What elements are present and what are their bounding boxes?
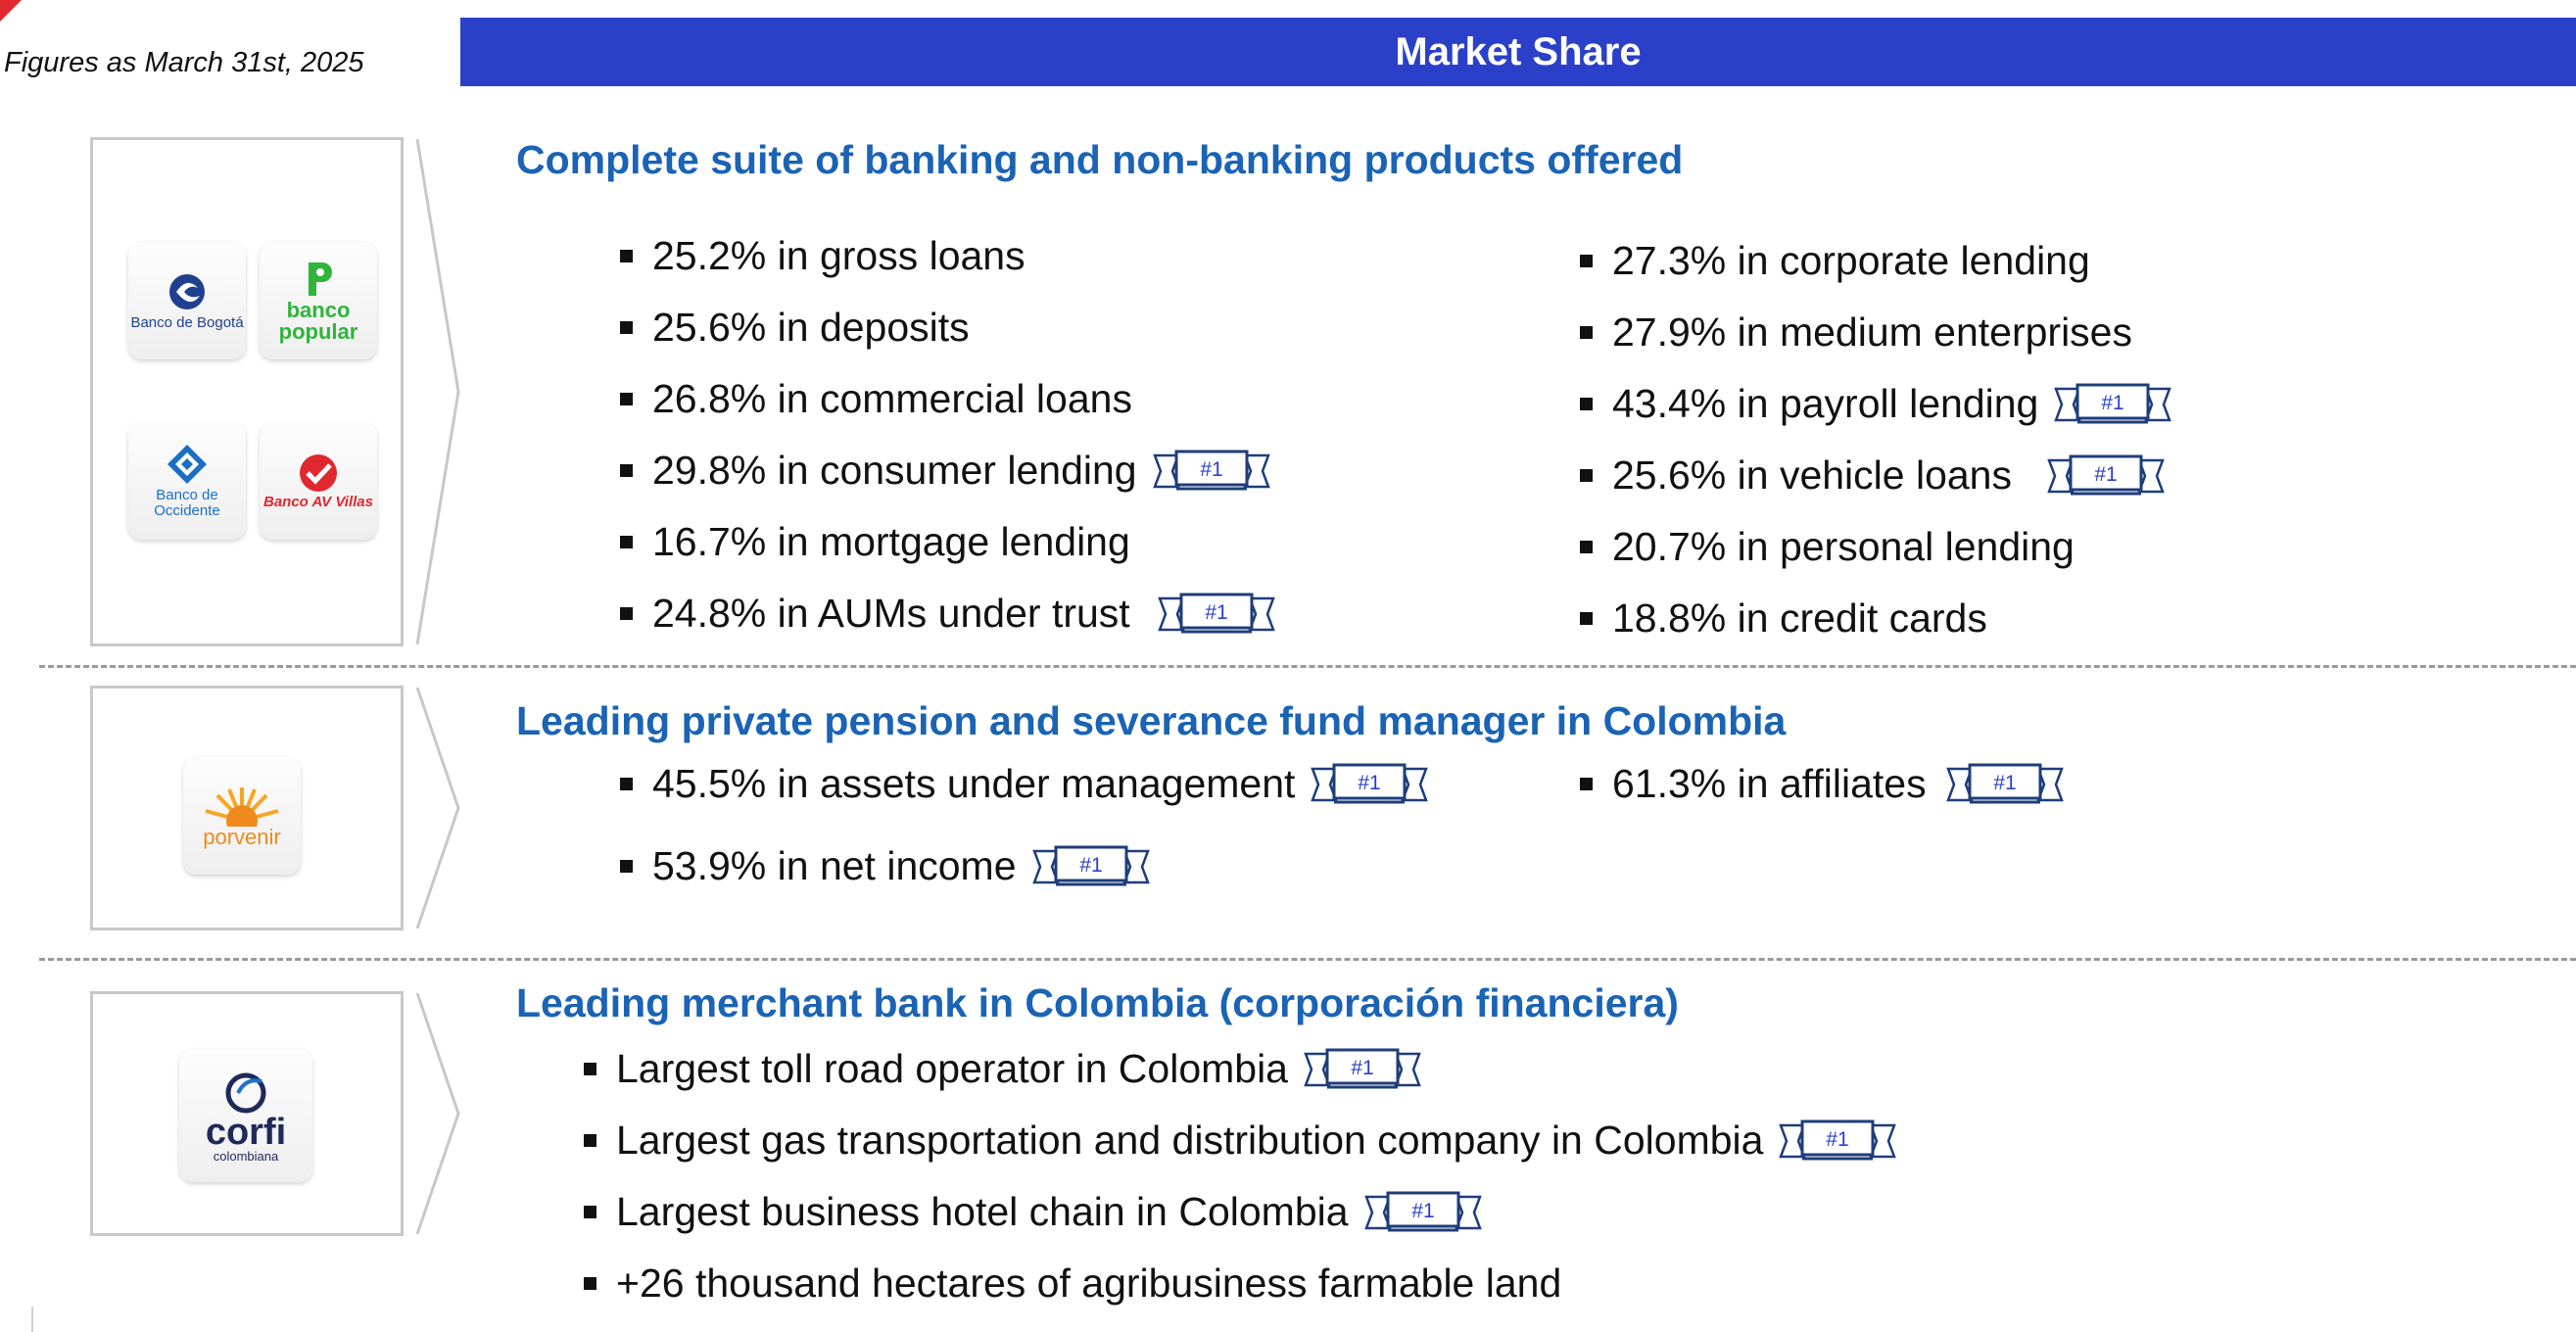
svg-text:#1: #1	[1359, 772, 1381, 794]
section1-heading: Complete suite of banking and non-bankin…	[516, 137, 1684, 182]
bullet-icon	[620, 393, 633, 405]
corner-accent	[0, 0, 22, 22]
section1-chevron	[415, 138, 460, 645]
rank-badge-icon: #1	[1946, 763, 2064, 803]
bullet-icon	[584, 1134, 596, 1147]
svg-text:#1: #1	[1351, 1057, 1373, 1079]
bullet-icon	[620, 860, 633, 873]
porvenir-logo: porvenir	[183, 757, 301, 875]
market-share-banner: Market Share	[460, 18, 2576, 86]
bullet-icon	[584, 1063, 596, 1075]
svg-text:#1: #1	[2102, 392, 2124, 414]
svg-text:#1: #1	[1079, 854, 1102, 877]
list-item: Largest business hotel chain in Colombia…	[584, 1189, 1482, 1235]
section-divider	[39, 665, 2576, 668]
list-item: 25.6% in vehicle loans #1	[1580, 452, 2165, 499]
bullet-icon	[1580, 469, 1593, 482]
bogota-emblem-icon	[169, 274, 205, 309]
svg-text:#1: #1	[1411, 1200, 1434, 1222]
svg-text:#1: #1	[1205, 601, 1227, 624]
section3-chevron	[415, 992, 460, 1235]
occidente-emblem-icon	[167, 445, 207, 484]
list-item: 24.8% in AUMs under trust #1	[620, 591, 1275, 637]
list-item: 27.3% in corporate lending	[1580, 238, 2090, 284]
bullet-icon	[1580, 326, 1593, 339]
svg-text:#1: #1	[1827, 1128, 1849, 1151]
footer-mark	[31, 1307, 33, 1332]
bullet-icon	[620, 607, 633, 620]
rank-badge-icon: #1	[1311, 763, 1428, 803]
corficolombiana-logo: corfi colombiana	[179, 1049, 312, 1182]
rank-badge-icon: #1	[1158, 593, 1275, 633]
bullet-icon	[1580, 255, 1593, 267]
bullet-icon	[1580, 541, 1593, 553]
section2-chevron	[415, 687, 460, 929]
list-item: 45.5% in assets under management #1	[620, 761, 1428, 807]
popular-emblem-icon	[309, 262, 332, 296]
banks-logo-box: Banco de Bogotá banco popular Banco de O…	[90, 137, 404, 646]
svg-text:#1: #1	[1200, 458, 1222, 481]
svg-text:#1: #1	[2094, 463, 2117, 486]
rank-badge-icon: #1	[1032, 845, 1150, 885]
list-item: 53.9% in net income #1	[620, 843, 1150, 889]
section2-heading: Leading private pension and severance fu…	[516, 698, 1787, 743]
figures-note: Figures as March 31st, 2025	[4, 47, 364, 78]
banco-av-villas-logo: Banco AV Villas	[260, 422, 377, 540]
list-item: 25.2% in gross loans	[620, 233, 1026, 279]
porvenir-logo-box: porvenir	[90, 686, 404, 930]
list-item: 16.7% in mortgage lending	[620, 519, 1130, 565]
list-item: Largest gas transportation and distribut…	[584, 1118, 1896, 1164]
corficolombiana-logo-box: corfi colombiana	[90, 991, 404, 1236]
avvillas-emblem-icon	[300, 454, 337, 492]
list-item: 25.6% in deposits	[620, 305, 970, 351]
banner-title: Market Share	[1395, 29, 1642, 73]
list-item: 27.9% in medium enterprises	[1580, 309, 2132, 356]
section-divider	[39, 958, 2576, 961]
list-item: Largest toll road operator in Colombia #…	[584, 1046, 1421, 1092]
rank-badge-icon: #1	[1153, 450, 1270, 490]
bullet-icon	[1580, 398, 1593, 410]
bullet-icon	[584, 1277, 596, 1290]
rank-badge-icon: #1	[2047, 454, 2165, 495]
list-item: +26 thousand hectares of agribusiness fa…	[584, 1261, 1561, 1307]
bullet-icon	[620, 250, 633, 262]
bullet-icon	[620, 321, 633, 334]
bullet-icon	[620, 536, 633, 548]
bullet-icon	[620, 464, 633, 477]
banco-de-bogota-logo: Banco de Bogotá	[128, 242, 246, 359]
banco-popular-logo: banco popular	[260, 242, 377, 359]
list-item: 26.8% in commercial loans	[620, 376, 1132, 422]
bullet-icon	[620, 778, 633, 790]
list-item: 20.7% in personal lending	[1580, 524, 2075, 570]
list-item: 18.8% in credit cards	[1580, 595, 1987, 642]
rank-badge-icon: #1	[1364, 1191, 1482, 1231]
list-item: 29.8% in consumer lending #1	[620, 448, 1270, 494]
bullet-icon	[584, 1206, 596, 1218]
bullet-icon	[1580, 778, 1593, 790]
sun-icon	[205, 787, 279, 827]
corfi-swirl-icon	[225, 1072, 266, 1114]
list-item: 61.3% in affiliates #1	[1580, 761, 2064, 807]
list-item: 43.4% in payroll lending #1	[1580, 381, 2171, 427]
rank-badge-icon: #1	[1779, 1119, 1896, 1160]
banco-de-occidente-logo: Banco de Occidente	[128, 422, 246, 540]
rank-badge-icon: #1	[1304, 1048, 1421, 1088]
section3-heading: Leading merchant bank in Colombia (corpo…	[516, 980, 1679, 1025]
svg-text:#1: #1	[1993, 772, 2016, 794]
rank-badge-icon: #1	[2054, 383, 2171, 423]
bullet-icon	[1580, 612, 1593, 625]
